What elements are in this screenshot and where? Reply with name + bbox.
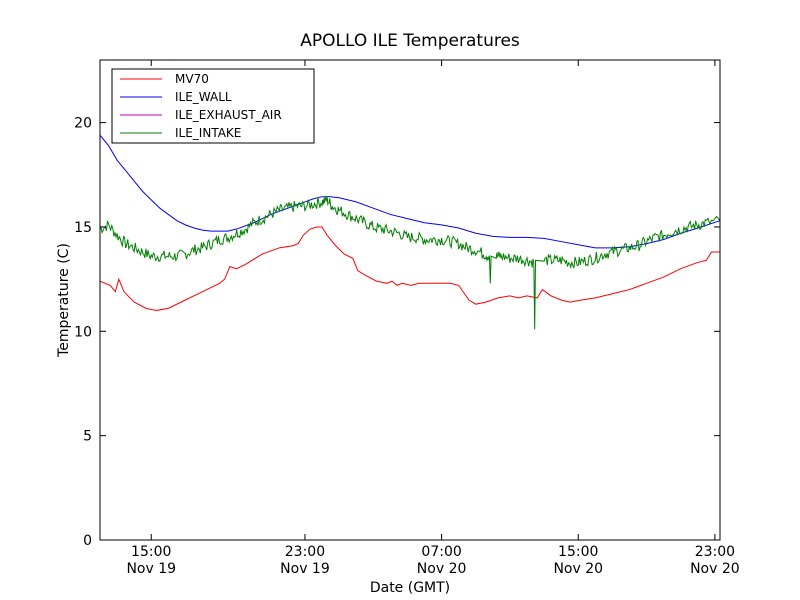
legend-label-ile-intake: ILE_INTAKE (175, 126, 241, 140)
x-tick-label-date: Nov 19 (280, 561, 330, 577)
x-tick-label-date: Nov 20 (417, 561, 467, 577)
legend-frame (111, 68, 315, 144)
legend-label-ile-wall: ILE_WALL (175, 90, 232, 104)
legend-label-ile-exhaust-air: ILE_EXHAUST_AIR (175, 108, 282, 122)
series-line-ile-wall (99, 134, 721, 249)
plot-area (99, 59, 721, 541)
x-axis-label: Date (GMT) (370, 580, 450, 596)
chart-title: APOLLO ILE Temperatures (300, 31, 520, 51)
x-tick-label-date: Nov 20 (690, 561, 740, 577)
x-tick-label-time: 07:00 (421, 544, 461, 560)
plot-frame (99, 59, 721, 541)
series-line-mv70 (99, 226, 720, 311)
y-tick-label: 5 (83, 429, 92, 445)
y-tick-label: 20 (74, 116, 92, 132)
x-tick-label-time: 15:00 (558, 544, 598, 560)
y-tick-label: 15 (74, 220, 92, 236)
y-tick-label: 0 (83, 533, 92, 549)
x-tick-label-time: 15:00 (131, 544, 171, 560)
series-layer (99, 134, 721, 330)
x-tick-label-time: 23:00 (285, 544, 325, 560)
x-tick-label-date: Nov 19 (126, 561, 176, 577)
x-tick-label-time: 23:00 (695, 544, 735, 560)
legend: MV70 ILE_WALL ILE_EXHAUST_AIR ILE_INTAKE (111, 68, 315, 144)
y-axis: 0 5 10 15 20 (74, 116, 720, 549)
y-tick-label: 10 (74, 324, 92, 340)
y-axis-label: Temperature (C) (56, 243, 72, 358)
x-tick-label-date: Nov 20 (553, 561, 603, 577)
series-line-ile-intake (99, 195, 721, 330)
legend-label-mv70: MV70 (175, 72, 209, 86)
